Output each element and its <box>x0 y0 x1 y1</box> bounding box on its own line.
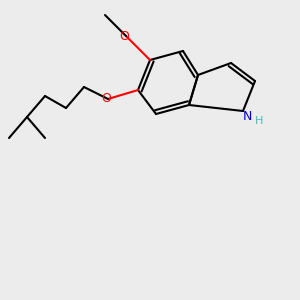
Text: O: O <box>120 29 129 43</box>
Text: N: N <box>243 110 252 124</box>
Text: H: H <box>255 116 264 127</box>
Text: O: O <box>102 92 111 106</box>
